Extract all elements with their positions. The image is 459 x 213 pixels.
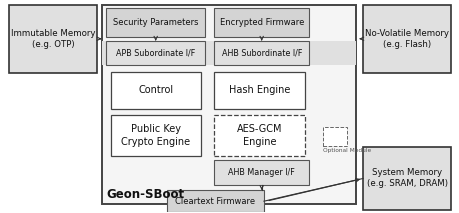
Bar <box>106 41 205 65</box>
Bar <box>101 5 356 204</box>
Bar <box>363 5 450 73</box>
Text: Control: Control <box>138 85 173 95</box>
Bar <box>167 190 263 212</box>
Text: Security Parameters: Security Parameters <box>113 18 198 27</box>
Text: AES-GCM
Engine: AES-GCM Engine <box>236 124 281 147</box>
Text: System Memory
(e.g. SRAM, DRAM): System Memory (e.g. SRAM, DRAM) <box>366 168 447 189</box>
Text: Cleartext Firmware: Cleartext Firmware <box>175 197 255 206</box>
Bar <box>101 41 356 65</box>
Bar <box>106 8 205 37</box>
Bar <box>9 5 97 73</box>
Bar <box>214 8 308 37</box>
Text: AHB Manager I/F: AHB Manager I/F <box>228 168 294 177</box>
Text: Encrypted Firmware: Encrypted Firmware <box>219 18 303 27</box>
Bar <box>214 115 304 156</box>
Bar <box>214 41 308 65</box>
Text: Hash Engine: Hash Engine <box>228 85 290 95</box>
Text: No-Volatile Memory
(e.g. Flash): No-Volatile Memory (e.g. Flash) <box>364 29 448 49</box>
Bar <box>214 160 308 185</box>
Bar <box>110 115 201 156</box>
Bar <box>363 147 450 210</box>
Text: Immutable Memory
(e.g. OTP): Immutable Memory (e.g. OTP) <box>11 29 95 49</box>
Bar <box>214 72 304 109</box>
Text: AHB Subordinate I/F: AHB Subordinate I/F <box>221 49 301 58</box>
Bar <box>110 72 201 109</box>
Bar <box>322 127 347 146</box>
Text: Geon-SBoot: Geon-SBoot <box>106 188 184 201</box>
Text: Public Key
Crypto Engine: Public Key Crypto Engine <box>121 124 190 147</box>
Text: APB Subordinate I/F: APB Subordinate I/F <box>116 49 195 58</box>
Text: Optional Module: Optional Module <box>322 148 370 153</box>
